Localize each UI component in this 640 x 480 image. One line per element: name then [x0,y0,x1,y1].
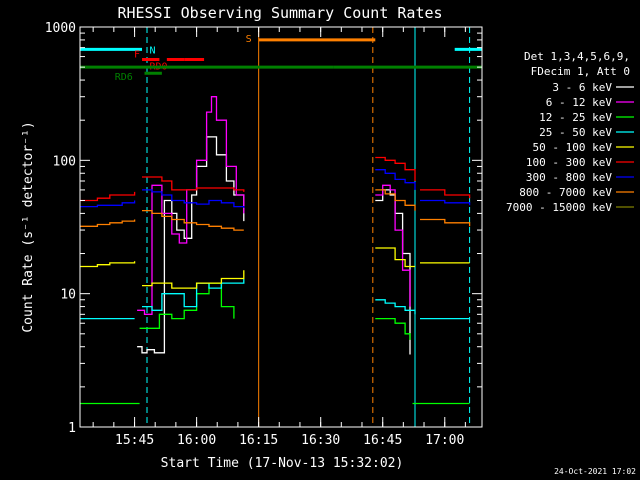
info-line-1: Det 1,3,4,5,6,9, [524,50,630,63]
x-axis-label: Start Time (17-Nov-13 15:32:02) [161,456,404,471]
series-line [142,209,244,231]
x-tick-label: 16:30 [301,433,340,448]
series-line [80,200,136,208]
series-line [375,247,415,268]
series-layer: NFRD0RD6S [79,27,482,427]
footer-date: 24-Oct-2021 17:02 [554,467,636,476]
series-line [142,189,245,208]
legend-label: 50 - 100 keV [533,141,613,154]
series-line [142,176,245,192]
x-tick-label: 16:15 [239,433,278,448]
y-tick-label: 100 [53,154,76,169]
x-tick-label: 17:00 [425,433,464,448]
legend-label: 800 - 7000 keV [519,186,612,199]
series-line [139,282,235,329]
flag-label: RD6 [115,72,133,83]
series-line [142,278,245,311]
x-tick-label: 16:00 [177,433,216,448]
x-tick-label: 15:45 [115,433,154,448]
legend-label: 300 - 800 keV [526,171,612,184]
series-line [137,96,245,315]
series-line [80,219,136,227]
series-line [80,261,136,268]
flag-label: S [246,34,252,45]
series-line [375,317,411,340]
flag-label: F [134,50,140,61]
legend: 3 - 6 keV 6 - 12 keV 12 - 25 keV 25 - 50 ke… [506,81,634,214]
series-line [420,189,471,199]
series-line [375,184,411,307]
legend-label: 6 - 12 keV [546,96,613,109]
series-line [142,270,245,289]
legend-label: 3 - 6 keV [552,81,612,94]
legend-label: 25 - 50 keV [539,126,612,139]
series-line [375,169,416,190]
flag-label: N [149,45,155,56]
axis-layer: 1 10 100 1000 15:45 16:00 16:15 16:30 16:45 17:00 [45,21,482,448]
legend-label: 100 - 300 keV [526,156,612,169]
legend-label: 12 - 25 keV [539,111,612,124]
y-tick-label: 1 [68,421,76,436]
y-tick-label: 10 [60,288,76,303]
series-line [375,156,416,181]
y-axis-label: Count Rate (s⁻¹ detector⁻¹) [21,121,36,332]
plot-frame [79,26,483,428]
y-tick-label: 1000 [45,21,76,36]
chart-title: RHESSI Observing Summary Count Rates [117,4,442,22]
legend-label: 7000 - 15000 keV [506,201,612,214]
series-line [375,299,416,315]
series-line [420,218,471,227]
series-line [420,199,471,206]
info-line-2: FDecim 1, Att 0 [531,65,630,78]
x-tick-label: 16:45 [363,433,402,448]
series-line [375,189,416,211]
series-line [80,191,136,202]
series-line [137,136,245,354]
